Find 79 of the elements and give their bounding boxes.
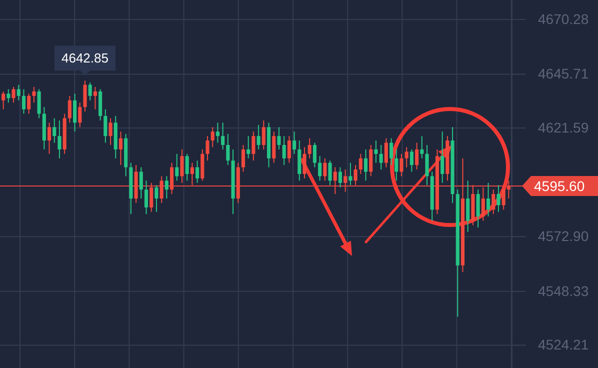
candlestick: [358, 153, 362, 174]
candlestick: [328, 160, 332, 186]
candlestick: [206, 136, 210, 162]
ref-line-label: 4595.60: [534, 178, 585, 194]
candlestick: [180, 148, 184, 184]
candlestick: [104, 108, 108, 144]
candlestick: [369, 144, 373, 177]
candlestick: [302, 146, 306, 179]
candlestick: [404, 146, 408, 168]
candlestick: [93, 86, 97, 110]
candlestick: [68, 95, 72, 124]
candlestick: [27, 93, 31, 114]
candlestick: [241, 144, 246, 172]
candlestick: [52, 118, 56, 144]
candlestick: [144, 180, 148, 215]
y-tick-label: 4524.21: [538, 336, 589, 353]
candlestick: [47, 122, 52, 154]
candlestick: [83, 80, 87, 112]
candlestick: [492, 189, 496, 215]
y-tick-label: 4645.71: [538, 66, 589, 82]
candlestick: [78, 102, 82, 128]
candlestick: [486, 182, 490, 217]
candlestick: [282, 136, 286, 166]
y-tick-label: 4572.90: [538, 228, 589, 244]
candlestick: [221, 122, 225, 150]
candlestick: [312, 142, 316, 168]
candlestick: [175, 153, 179, 182]
candlestick: [420, 136, 424, 159]
candlestick: [118, 131, 123, 166]
candlestick: [139, 166, 143, 199]
candlestick: [37, 88, 41, 119]
candlestick: [2, 90, 6, 110]
candlestick: [6, 88, 10, 104]
candlestick: [246, 136, 250, 159]
candlestick: [196, 160, 200, 184]
candlestick: [154, 184, 158, 212]
candlestick: [440, 131, 444, 184]
candlestick: [410, 148, 414, 172]
candlestick: [466, 180, 470, 232]
candlestick: [16, 84, 20, 101]
candlestick: [415, 142, 419, 170]
candlestick: [164, 176, 168, 199]
candlestick: [12, 86, 16, 104]
candlestick: [277, 126, 281, 150]
candlestick: [384, 138, 388, 168]
candlestick: [108, 118, 112, 146]
candlestick: [476, 189, 480, 228]
candlestick: [348, 162, 352, 186]
candlestick: [58, 120, 62, 159]
candlestick: [400, 153, 404, 177]
candlestick: [394, 148, 398, 182]
candlestick: [389, 138, 394, 166]
candlestick: [256, 124, 260, 150]
candlestick: [272, 131, 276, 164]
candlestick: [226, 133, 230, 166]
annotation: 4642.85: [61, 50, 108, 66]
candlestick: [496, 184, 500, 212]
candlestick: [379, 144, 383, 170]
candlestick: [22, 88, 26, 114]
candlestick: [364, 148, 368, 182]
candlestick: [374, 140, 378, 164]
candlestick: [32, 86, 36, 104]
y-tick-label: 4548.33: [538, 282, 589, 299]
candlestick: [292, 131, 296, 154]
candlestick: [425, 144, 429, 186]
candlestick: [338, 166, 342, 188]
candlestick: [216, 122, 220, 144]
candlestick: [287, 136, 291, 164]
candlestick: [318, 156, 322, 182]
candlestick: [323, 158, 327, 182]
candlestick: [262, 120, 266, 150]
candlestick: [88, 82, 92, 101]
y-tick-label: 4670.28: [538, 10, 589, 27]
candlestick: [252, 131, 256, 162]
y-tick-label: 4621.59: [538, 120, 589, 136]
candlestick: [72, 93, 77, 132]
candlestick: [308, 138, 312, 159]
candlestick: [185, 153, 189, 182]
candlestick: [210, 126, 214, 148]
